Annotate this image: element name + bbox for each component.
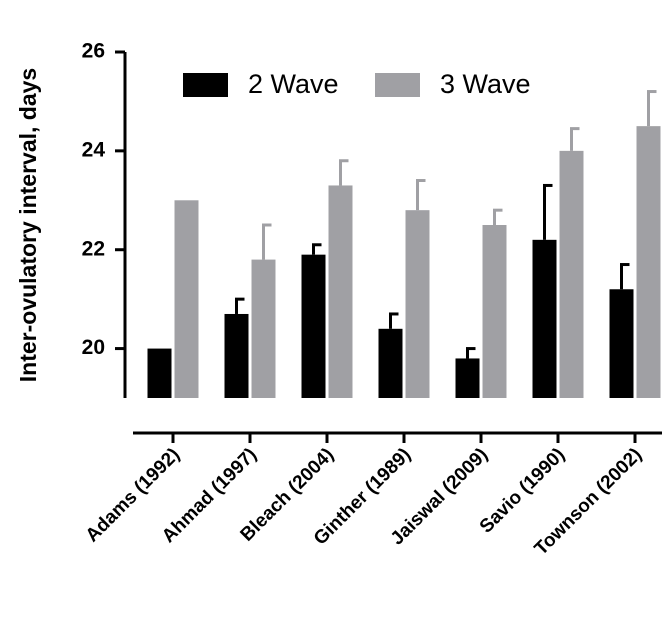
- error-bar: [416, 179, 426, 211]
- y-tick-label: 22: [82, 237, 105, 260]
- error-bar: [543, 183, 553, 240]
- bar: [378, 328, 403, 398]
- error-bar: [570, 127, 580, 151]
- bar: [301, 254, 326, 398]
- error-bar: [466, 347, 476, 359]
- legend-label: 3 Wave: [440, 69, 531, 99]
- y-tick-label: 20: [82, 336, 105, 359]
- bar: [609, 289, 634, 398]
- bar: [559, 150, 584, 398]
- bar: [251, 259, 276, 398]
- error-bar: [647, 90, 657, 127]
- bar: [174, 200, 199, 398]
- bar: [482, 225, 507, 398]
- bar: [405, 210, 430, 398]
- error-bar: [312, 243, 322, 255]
- error-bar: [262, 223, 272, 260]
- legend-swatch: [375, 73, 420, 97]
- bar: [224, 313, 249, 398]
- y-axis-label: Inter-ovulatory interval, days: [15, 68, 41, 382]
- error-bar: [235, 297, 245, 314]
- bar: [532, 239, 557, 398]
- error-bar: [620, 263, 630, 290]
- legend-swatch: [183, 73, 228, 97]
- y-tick-label: 24: [82, 138, 106, 161]
- bar: [147, 348, 172, 398]
- error-bar: [389, 312, 399, 329]
- error-bar: [493, 208, 503, 225]
- bar: [455, 358, 480, 398]
- bar: [636, 126, 661, 399]
- bar: [328, 185, 353, 398]
- error-bar: [339, 159, 349, 186]
- y-tick-label: 26: [82, 40, 105, 63]
- legend-label: 2 Wave: [248, 69, 339, 99]
